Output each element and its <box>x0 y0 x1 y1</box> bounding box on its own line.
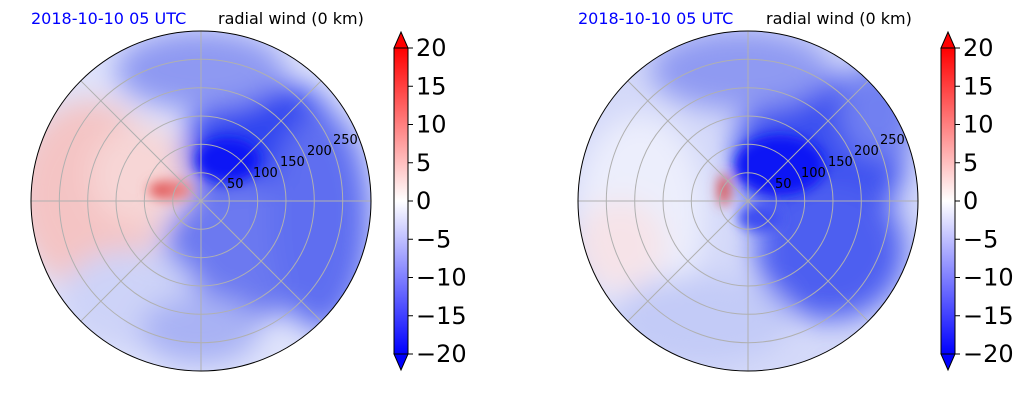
panel-left-radial-labels: 50 100 150 200 250 <box>227 133 358 192</box>
panel-right-variable-title: radial wind (0 km) <box>766 9 912 28</box>
colorbar-tick-label: −20 <box>963 340 1014 368</box>
colorbar-tick-label: −10 <box>963 264 1014 292</box>
panel-right-boundary <box>577 30 919 372</box>
radial-tick-label: 150 <box>828 155 853 170</box>
panel-right: 2018-10-10 05 UTC radial wind (0 km) <box>577 9 1014 372</box>
panel-left-grid <box>31 31 371 371</box>
colorbar-tick-label: 20 <box>416 34 447 62</box>
colorbar-tick-label: −10 <box>416 264 467 292</box>
colorbar-tick-label: 5 <box>963 149 978 177</box>
colorbar-tick-label: 15 <box>416 72 447 100</box>
panel-right-time-title: 2018-10-10 05 UTC <box>578 9 733 28</box>
radial-tick-label: 50 <box>227 177 244 192</box>
colorbar-extend-min <box>940 353 956 372</box>
panel-left-colorbar: 20 15 10 5 0 −5 −10 −15 −20 <box>393 30 467 372</box>
panel-left-time-title: 2018-10-10 05 UTC <box>31 9 186 28</box>
colorbar-tick-label: −15 <box>416 302 467 330</box>
colorbar-tick-label: 0 <box>416 187 431 215</box>
panel-right-colorbar: 20 15 10 5 0 −5 −10 −15 −20 <box>940 30 1014 372</box>
radial-tick-label: 200 <box>854 144 879 159</box>
colorbar-extend-max <box>393 30 409 49</box>
radial-tick-label: 250 <box>880 133 905 148</box>
panel-right-colorbar-ticks: 20 15 10 5 0 −5 −10 −15 −20 <box>955 34 1014 368</box>
panel-left-variable-title: radial wind (0 km) <box>218 9 364 28</box>
colorbar-tick-label: 0 <box>963 187 978 215</box>
radial-tick-label: 250 <box>333 133 358 148</box>
panel-left: 2018-10-10 05 UTC radial wind (0 km) <box>30 9 467 372</box>
colorbar-tick-label: −15 <box>963 302 1014 330</box>
radial-tick-label: 150 <box>280 155 305 170</box>
colorbar-tick-label: −5 <box>416 225 451 253</box>
panel-right-radial-labels: 50 100 150 200 250 <box>775 133 905 192</box>
colorbar-extend-min <box>393 353 409 372</box>
colorbar-tick-label: 20 <box>963 34 994 62</box>
colorbar-tick-label: 5 <box>416 149 431 177</box>
panel-left-boundary <box>30 30 372 372</box>
radial-tick-label: 200 <box>307 144 332 159</box>
colorbar-tick-label: −5 <box>963 225 998 253</box>
colorbar-tick-label: −20 <box>416 340 467 368</box>
radial-tick-label: 50 <box>775 177 792 192</box>
colorbar-tick-label: 10 <box>416 111 447 139</box>
radial-tick-label: 100 <box>801 166 826 181</box>
panel-right-grid <box>578 31 918 371</box>
panel-left-colorbar-ticks: 20 15 10 5 0 −5 −10 −15 −20 <box>408 34 467 368</box>
radial-tick-label: 100 <box>253 166 278 181</box>
colorbar-tick-label: 15 <box>963 72 994 100</box>
colorbar-tick-label: 10 <box>963 111 994 139</box>
colorbar-extend-max <box>940 30 956 49</box>
